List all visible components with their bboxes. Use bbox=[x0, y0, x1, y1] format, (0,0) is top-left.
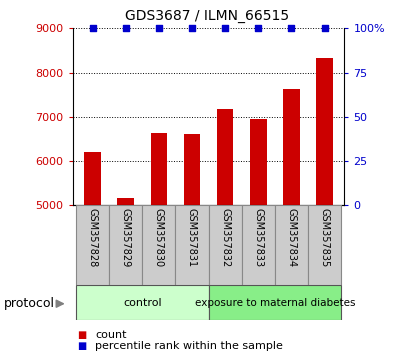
Point bbox=[255, 25, 261, 31]
Text: GSM357833: GSM357833 bbox=[253, 208, 263, 267]
Point bbox=[189, 25, 195, 31]
Text: GSM357832: GSM357832 bbox=[220, 208, 230, 267]
Bar bbox=[117, 198, 134, 205]
Bar bbox=[184, 134, 200, 205]
Point bbox=[122, 25, 129, 31]
Point bbox=[321, 25, 328, 31]
Point bbox=[89, 25, 96, 31]
Bar bbox=[84, 152, 101, 205]
Bar bbox=[217, 109, 233, 205]
Text: GSM357828: GSM357828 bbox=[88, 208, 98, 267]
Point bbox=[156, 25, 162, 31]
Text: GDS3687 / ILMN_66515: GDS3687 / ILMN_66515 bbox=[125, 9, 290, 23]
Text: GSM357830: GSM357830 bbox=[154, 208, 164, 267]
Bar bbox=[176, 205, 209, 285]
Bar bbox=[209, 285, 341, 320]
Point bbox=[222, 25, 228, 31]
Bar bbox=[283, 90, 300, 205]
Bar bbox=[76, 285, 209, 320]
Bar bbox=[142, 205, 176, 285]
Bar bbox=[316, 58, 333, 205]
Point bbox=[288, 25, 295, 31]
Text: ■: ■ bbox=[77, 341, 86, 351]
Bar bbox=[209, 205, 242, 285]
Text: GSM357834: GSM357834 bbox=[286, 208, 296, 267]
Text: GSM357829: GSM357829 bbox=[121, 208, 131, 267]
Text: protocol: protocol bbox=[4, 297, 55, 310]
Bar bbox=[242, 205, 275, 285]
Text: ■: ■ bbox=[77, 330, 86, 339]
Text: count: count bbox=[95, 330, 127, 339]
Bar bbox=[109, 205, 142, 285]
Bar bbox=[151, 133, 167, 205]
Bar bbox=[308, 205, 341, 285]
Text: control: control bbox=[123, 298, 161, 308]
Bar bbox=[76, 205, 109, 285]
Text: exposure to maternal diabetes: exposure to maternal diabetes bbox=[195, 298, 355, 308]
Bar bbox=[250, 120, 266, 205]
Bar bbox=[275, 205, 308, 285]
Text: GSM357831: GSM357831 bbox=[187, 208, 197, 267]
Text: percentile rank within the sample: percentile rank within the sample bbox=[95, 341, 283, 351]
Text: GSM357835: GSM357835 bbox=[320, 208, 330, 267]
